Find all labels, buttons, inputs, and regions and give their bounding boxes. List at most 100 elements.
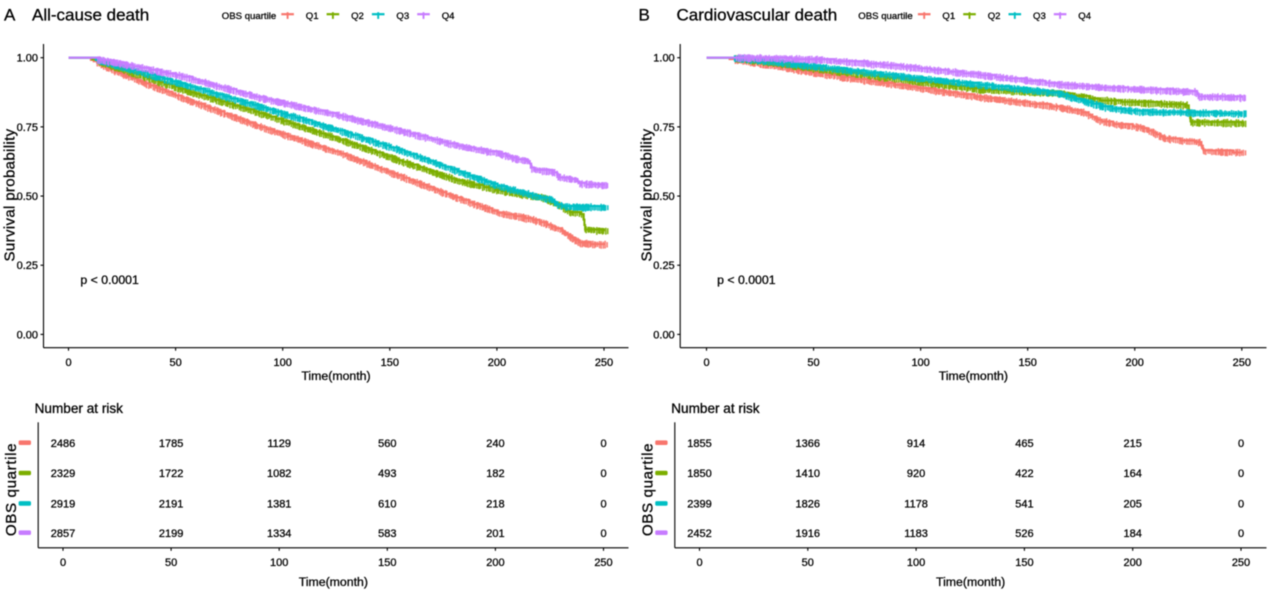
svg-text:Time(month): Time(month) — [936, 575, 1005, 589]
svg-text:0: 0 — [1238, 528, 1244, 540]
svg-text:0.50: 0.50 — [17, 191, 38, 203]
svg-text:200: 200 — [1126, 357, 1144, 369]
svg-text:All-cause death: All-cause death — [32, 6, 149, 25]
svg-text:0: 0 — [600, 528, 606, 540]
svg-text:p < 0.0001: p < 0.0001 — [717, 273, 776, 287]
svg-text:240: 240 — [486, 438, 504, 450]
svg-text:100: 100 — [274, 357, 292, 369]
svg-text:100: 100 — [907, 557, 925, 569]
svg-text:1381: 1381 — [267, 499, 291, 511]
svg-text:OBS quartile: OBS quartile — [3, 443, 20, 536]
svg-text:Q3: Q3 — [1033, 11, 1046, 22]
svg-text:0.25: 0.25 — [653, 260, 674, 272]
svg-text:Q1: Q1 — [942, 11, 955, 22]
svg-text:OBS quartile: OBS quartile — [222, 11, 276, 22]
svg-text:215: 215 — [1124, 438, 1142, 450]
svg-text:Survival probability: Survival probability — [2, 128, 19, 261]
svg-text:0: 0 — [60, 557, 66, 569]
svg-text:493: 493 — [378, 468, 396, 480]
svg-text:250: 250 — [1232, 557, 1250, 569]
svg-text:Number at risk: Number at risk — [671, 401, 760, 416]
svg-text:50: 50 — [165, 557, 177, 569]
svg-text:0: 0 — [1238, 438, 1244, 450]
svg-text:1082: 1082 — [267, 468, 291, 480]
svg-text:1178: 1178 — [904, 499, 928, 511]
svg-text:Q2: Q2 — [351, 11, 364, 22]
svg-text:0.75: 0.75 — [653, 122, 674, 134]
svg-text:560: 560 — [378, 438, 396, 450]
svg-text:1129: 1129 — [267, 438, 291, 450]
svg-text:1826: 1826 — [796, 499, 820, 511]
svg-text:B: B — [639, 6, 650, 25]
svg-text:422: 422 — [1015, 468, 1033, 480]
svg-text:0: 0 — [696, 557, 702, 569]
svg-text:0: 0 — [600, 438, 606, 450]
svg-text:200: 200 — [1124, 557, 1142, 569]
svg-text:1916: 1916 — [796, 528, 820, 540]
svg-text:250: 250 — [594, 557, 612, 569]
svg-text:Time(month): Time(month) — [299, 575, 368, 589]
svg-text:2857: 2857 — [51, 528, 75, 540]
svg-text:2199: 2199 — [159, 528, 183, 540]
svg-text:2486: 2486 — [51, 438, 75, 450]
svg-text:Q2: Q2 — [988, 11, 1001, 22]
svg-text:0.50: 0.50 — [653, 191, 674, 203]
svg-text:0: 0 — [600, 468, 606, 480]
svg-text:610: 610 — [378, 499, 396, 511]
svg-text:100: 100 — [270, 557, 288, 569]
svg-text:914: 914 — [907, 438, 925, 450]
svg-text:100: 100 — [911, 357, 929, 369]
svg-text:465: 465 — [1015, 438, 1033, 450]
svg-text:A: A — [4, 6, 16, 25]
svg-text:150: 150 — [1019, 357, 1037, 369]
svg-text:1183: 1183 — [904, 528, 928, 540]
svg-text:Time(month): Time(month) — [939, 369, 1008, 383]
svg-text:1855: 1855 — [687, 438, 711, 450]
svg-text:184: 184 — [1124, 528, 1142, 540]
svg-text:Q4: Q4 — [1078, 11, 1091, 22]
svg-text:164: 164 — [1124, 468, 1142, 480]
svg-text:Time(month): Time(month) — [301, 369, 370, 383]
svg-text:2329: 2329 — [51, 468, 75, 480]
svg-text:150: 150 — [381, 357, 399, 369]
svg-text:OBS quartile: OBS quartile — [639, 443, 656, 536]
svg-text:250: 250 — [595, 357, 613, 369]
svg-text:50: 50 — [802, 557, 814, 569]
svg-text:150: 150 — [1015, 557, 1033, 569]
svg-text:182: 182 — [486, 468, 504, 480]
svg-text:Q4: Q4 — [442, 11, 455, 22]
svg-text:Cardiovascular death: Cardiovascular death — [677, 6, 838, 25]
svg-text:2399: 2399 — [687, 499, 711, 511]
svg-text:920: 920 — [907, 468, 925, 480]
svg-text:0: 0 — [65, 357, 71, 369]
svg-text:541: 541 — [1015, 499, 1033, 511]
svg-text:p < 0.0001: p < 0.0001 — [80, 273, 139, 287]
svg-text:0: 0 — [1238, 468, 1244, 480]
svg-text:1850: 1850 — [687, 468, 711, 480]
svg-text:250: 250 — [1233, 357, 1251, 369]
svg-text:1.00: 1.00 — [653, 53, 674, 65]
svg-text:50: 50 — [807, 357, 819, 369]
svg-text:0.25: 0.25 — [17, 260, 38, 272]
svg-text:526: 526 — [1015, 528, 1033, 540]
svg-text:150: 150 — [378, 557, 396, 569]
svg-text:218: 218 — [486, 499, 504, 511]
svg-text:583: 583 — [378, 528, 396, 540]
svg-text:Number at risk: Number at risk — [35, 401, 124, 416]
svg-text:1334: 1334 — [267, 528, 291, 540]
svg-text:Q1: Q1 — [306, 11, 319, 22]
svg-text:OBS quartile: OBS quartile — [858, 11, 912, 22]
svg-text:0.00: 0.00 — [653, 329, 674, 341]
svg-text:2452: 2452 — [687, 528, 711, 540]
svg-text:1785: 1785 — [159, 438, 183, 450]
svg-text:200: 200 — [486, 557, 504, 569]
svg-text:0: 0 — [703, 357, 709, 369]
svg-text:0.00: 0.00 — [17, 329, 38, 341]
svg-text:Survival probability: Survival probability — [638, 128, 655, 261]
svg-text:0: 0 — [600, 499, 606, 511]
svg-text:200: 200 — [488, 357, 506, 369]
svg-text:201: 201 — [486, 528, 504, 540]
svg-text:50: 50 — [169, 357, 181, 369]
svg-text:Q3: Q3 — [396, 11, 409, 22]
svg-text:2191: 2191 — [159, 499, 183, 511]
